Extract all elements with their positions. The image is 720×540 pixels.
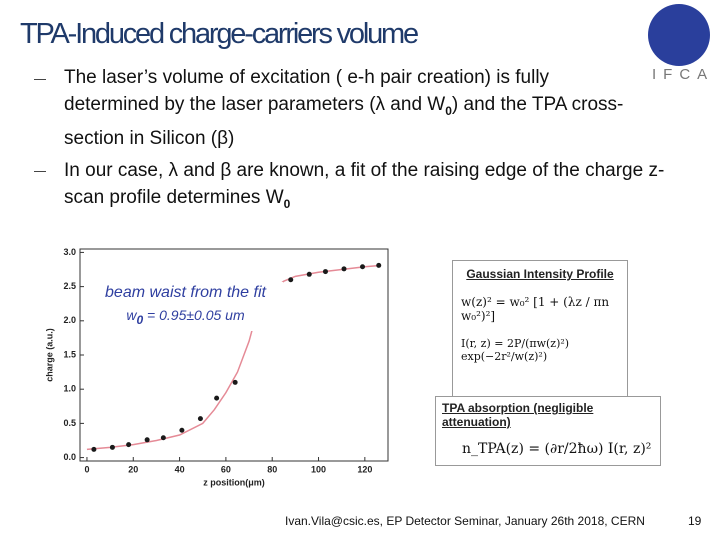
formula: w(z)² = w₀² [1 + (λz / πn w₀²)²] xyxy=(461,295,610,323)
data-point xyxy=(232,379,238,385)
bullet-text: In our case, λ and β are known, a fit of… xyxy=(64,160,665,208)
y-axis-label: charge (a.u.) xyxy=(44,328,54,382)
subscript: 0 xyxy=(445,103,452,118)
x-tick-label: 60 xyxy=(221,464,231,474)
formula-box: Gaussian Intensity Profile w(z)² = w₀² [… xyxy=(452,260,628,400)
data-point xyxy=(144,437,150,443)
annotation-line: beam waist from the fit xyxy=(105,284,266,301)
bullet-marker xyxy=(34,171,46,172)
footer: Ivan.Vila@csic.es, EP Detector Seminar, … xyxy=(285,514,645,528)
data-point xyxy=(341,266,347,272)
plot-frame xyxy=(79,248,389,462)
formula: n_TPA(z) = (∂r/2ħω) I(r, z)² xyxy=(462,441,652,457)
x-tick-label: 120 xyxy=(357,464,372,474)
x-tick-label: 40 xyxy=(175,464,185,474)
bullet-text: The laser’s volume of excitation ( e-h p… xyxy=(64,67,550,115)
data-point xyxy=(214,395,220,401)
data-point xyxy=(109,444,115,450)
y-tick-label: 1.0 xyxy=(63,384,76,394)
subscript: 0 xyxy=(283,196,291,211)
y-tick-label: 2.0 xyxy=(63,315,76,325)
subscript: 0 xyxy=(136,312,144,327)
y-tick-label: 2.5 xyxy=(63,281,76,291)
formula-box: TPA absorption (negligible attenuation) … xyxy=(435,396,661,466)
y-tick-label: 3.0 xyxy=(63,247,76,257)
annotation-text: w xyxy=(126,307,137,323)
x-tick-label: 0 xyxy=(84,464,89,474)
bullet: The laser’s volume of excitation ( e-h p… xyxy=(64,64,644,152)
data-point xyxy=(360,264,366,270)
slide-title: TPA-Induced charge-carriers volume xyxy=(20,18,419,50)
bullet-marker xyxy=(34,79,46,80)
data-point xyxy=(376,262,382,268)
logo-text: IFCA xyxy=(652,66,715,83)
logo-globe xyxy=(648,4,710,66)
formula-title: Gaussian Intensity Profile xyxy=(466,267,614,281)
fit-line xyxy=(86,264,382,451)
formula-title: TPA absorption (negligible attenuation) xyxy=(442,401,594,429)
bullet: In our case, λ and β are known, a fit of… xyxy=(64,157,674,218)
page-number: 19 xyxy=(688,514,702,528)
data-point xyxy=(91,446,97,452)
data-point xyxy=(179,427,185,433)
y-tick-label: 0.0 xyxy=(63,452,76,462)
data-point xyxy=(126,442,132,448)
data-point xyxy=(160,435,166,441)
x-axis-label: z position(μm) xyxy=(203,477,265,487)
y-tick-label: 1.5 xyxy=(63,349,76,359)
data-point xyxy=(322,269,328,275)
x-tick-label: 100 xyxy=(311,464,326,474)
y-tick-label: 0.5 xyxy=(63,418,76,428)
data-point xyxy=(306,271,312,277)
data-point xyxy=(288,277,294,283)
bullet-text: ) and the TPA cross-section in Silicon (… xyxy=(64,94,624,149)
annotation-line: w0 = 0.95±0.05 um xyxy=(88,304,283,331)
x-tick-label: 20 xyxy=(128,464,138,474)
annotation-text: = 0.95±0.05 um xyxy=(143,307,245,323)
data-point xyxy=(197,416,203,422)
annotation: beam waist from the fit w0 = 0.95±0.05 um xyxy=(88,282,283,331)
x-tick-label: 80 xyxy=(267,464,277,474)
formula: I(r, z) = 2P/(πw(z)²) exp(−2r²/w(z)²) xyxy=(461,337,570,363)
